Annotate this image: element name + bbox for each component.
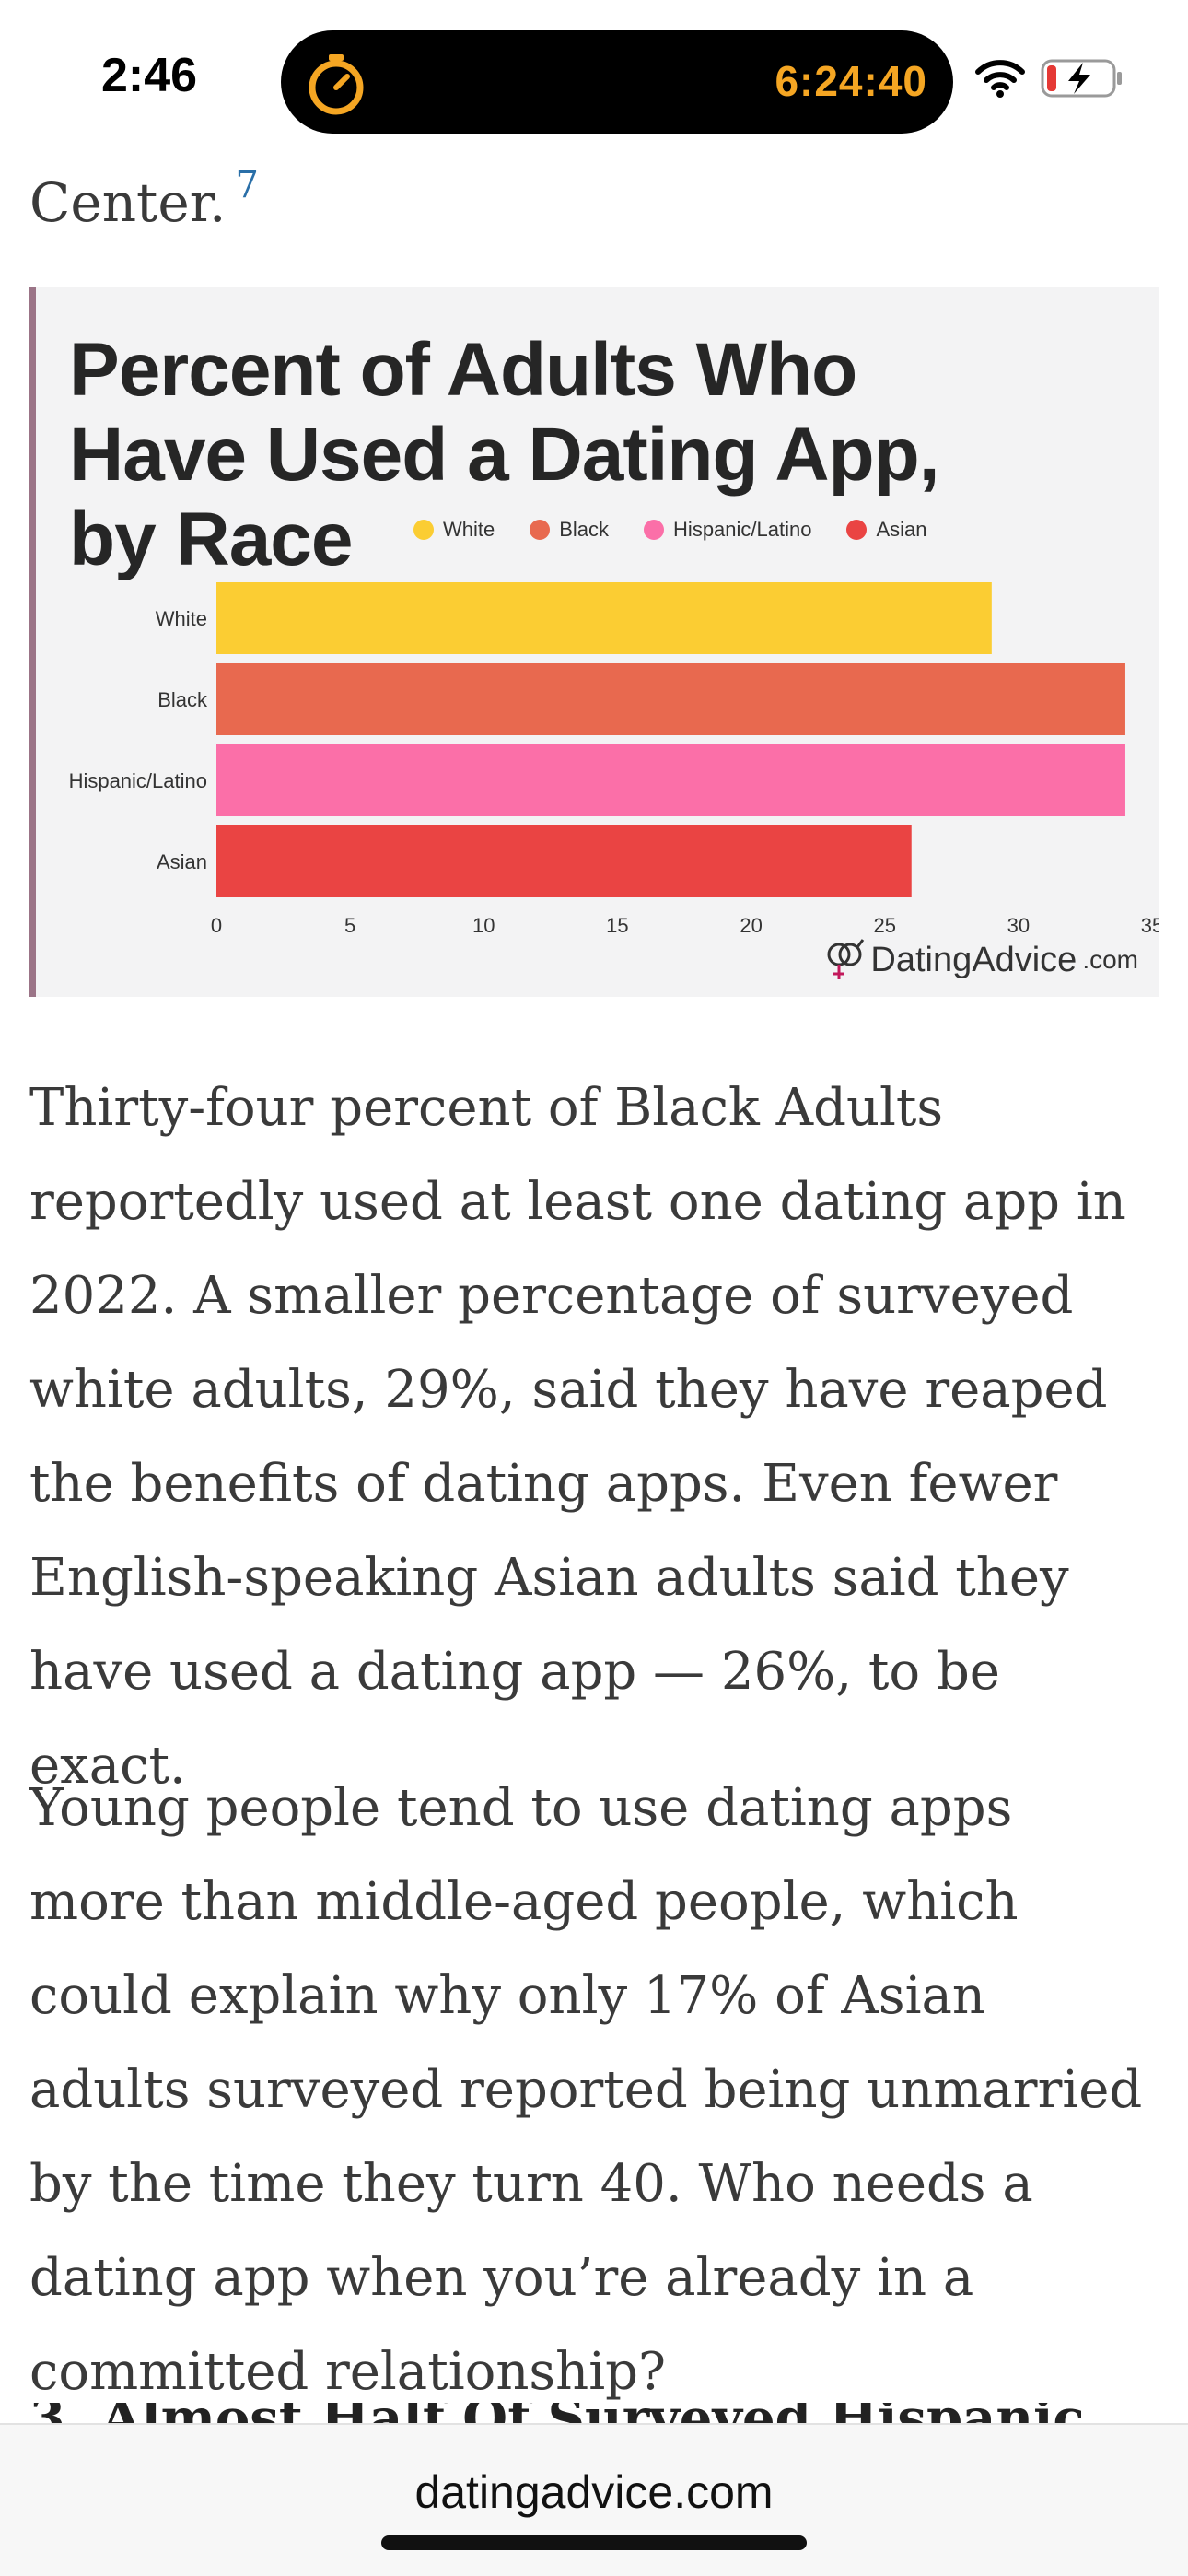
chart-legend: White Black Hispanic/Latino Asian — [413, 518, 927, 542]
bar-white — [216, 582, 992, 654]
x-tick-label: 25 — [873, 914, 895, 937]
bar-black — [216, 663, 1125, 735]
category-label: Black — [157, 688, 208, 711]
timer-icon — [309, 54, 364, 115]
chart-title: Percent of Adults Who Have Used a Dating… — [69, 328, 940, 581]
legend-item: Black — [530, 518, 609, 542]
battery-charging-icon — [1041, 59, 1122, 98]
wifi-icon — [975, 60, 1025, 98]
previous-text: Center. — [29, 171, 227, 234]
next-heading-partial: 3. Almost Half Of Surveyed Hispanic Adul… — [29, 2403, 1162, 2423]
browser-url-bar[interactable]: datingadvice.com — [0, 2423, 1188, 2576]
legend-item: Hispanic/Latino — [644, 518, 811, 542]
legend-label: Asian — [876, 518, 927, 541]
brand-suffix: .com — [1082, 945, 1138, 974]
category-label: Asian — [157, 850, 207, 873]
x-tick-label: 15 — [606, 914, 628, 937]
status-time: 2:46 — [101, 49, 198, 102]
legend-swatch — [530, 520, 551, 540]
legend-label: Black — [559, 518, 610, 541]
category-label: Hispanic/Latino — [69, 769, 207, 792]
bar-chart: White Black Hispanic/Latino Asian 0 5 10 15 20 25… — [69, 582, 1159, 937]
gender-symbols-icon — [827, 939, 865, 979]
chart-image: Percent of Adults Who Have Used a Dating… — [29, 287, 1159, 997]
status-bar: 2:46 6:24:40 — [0, 0, 1188, 157]
category-label: White — [156, 607, 207, 630]
brand-name: DatingAdvice — [870, 940, 1077, 979]
legend-swatch — [846, 520, 868, 540]
legend-item: White — [413, 518, 495, 542]
legend-swatch — [413, 520, 434, 540]
article-paragraph: Young people tend to use dating apps mor… — [29, 1778, 1143, 2402]
bar-hispanic-latino — [216, 744, 1125, 816]
x-tick-label: 0 — [211, 914, 222, 937]
article-paragraph: Thirty-four percent of Black Adults repo… — [29, 1078, 1126, 1796]
dynamic-island[interactable]: 6:24:40 — [281, 30, 953, 134]
legend-swatch — [644, 520, 665, 540]
previous-paragraph-end: Center. 7 — [29, 164, 259, 234]
brand-logo: DatingAdvice .com — [824, 936, 1138, 984]
x-tick-label: 20 — [740, 914, 762, 937]
x-tick-label: 30 — [1007, 914, 1030, 937]
next-heading-text: 3. Almost Half Of Surveyed Hispanic Adul… — [29, 2403, 1162, 2423]
timer-readout: 6:24:40 — [775, 57, 927, 105]
footnote-link[interactable]: 7 — [235, 164, 259, 206]
x-tick-label: 5 — [344, 914, 355, 937]
legend-item: Asian — [846, 518, 927, 542]
home-indicator[interactable] — [381, 2535, 807, 2550]
bar-asian — [216, 825, 912, 897]
legend-label: White — [443, 518, 495, 541]
url-text[interactable]: datingadvice.com — [414, 2466, 774, 2518]
x-tick-label: 35 — [1141, 914, 1159, 937]
legend-label: Hispanic/Latino — [673, 518, 812, 541]
x-tick-label: 10 — [472, 914, 495, 937]
